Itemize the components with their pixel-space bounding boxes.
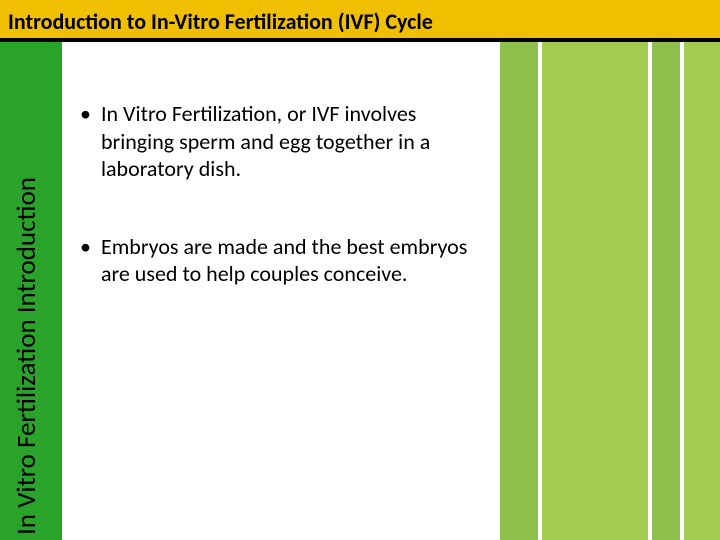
content-area: • In Vitro Fertilization, or IVF involve… [80, 100, 480, 338]
bullet-item: • Embryos are made and the best embryos … [80, 233, 480, 288]
decor-strip [500, 42, 538, 540]
slide-title: Introduction to In-Vitro Fertilization (… [8, 8, 433, 35]
decor-divider [538, 42, 542, 540]
decor-strip [652, 42, 680, 540]
decor-strip [684, 42, 720, 540]
sidebar-label: In Vitro Fertilization Introduction [10, 45, 52, 535]
decor-divider [680, 42, 684, 540]
bullet-item: • In Vitro Fertilization, or IVF involve… [80, 100, 480, 183]
bullet-text: In Vitro Fertilization, or IVF involves … [101, 100, 480, 183]
slide: Introduction to In-Vitro Fertilization (… [0, 0, 720, 540]
title-bar: Introduction to In-Vitro Fertilization (… [0, 0, 720, 42]
bullet-text: Embryos are made and the best embryos ar… [101, 233, 480, 288]
decor-strip [542, 42, 648, 540]
bullet-dot-icon: • [80, 100, 91, 183]
bullet-dot-icon: • [80, 233, 91, 288]
decor-divider [648, 42, 652, 540]
